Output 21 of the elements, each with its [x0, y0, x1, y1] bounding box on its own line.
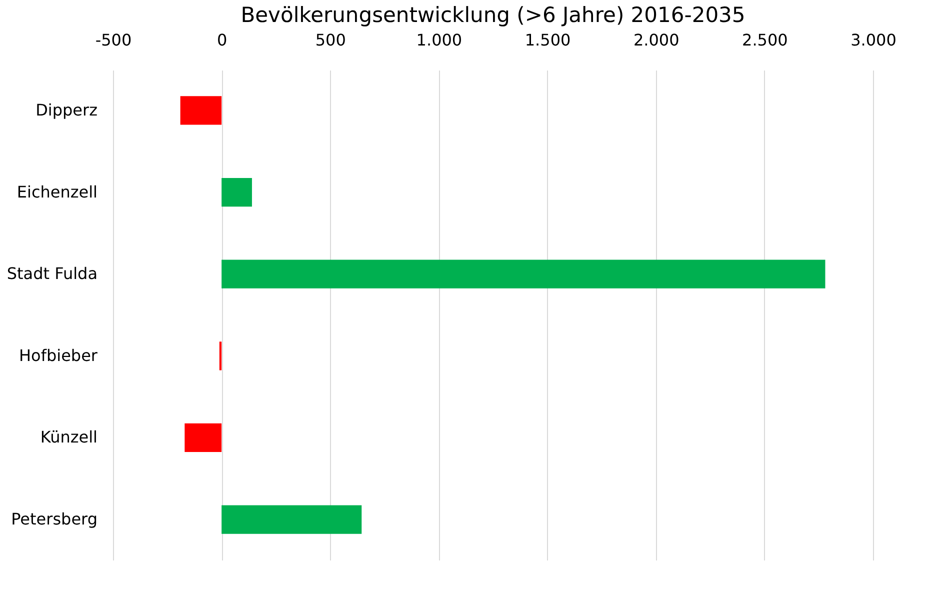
x-tick-label: 1.500 [524, 30, 571, 50]
bar [180, 96, 222, 125]
chart-title: Bevölkerungsentwicklung (>6 Jahre) 2016-2035 [240, 3, 746, 27]
y-tick-label: Hofbieber [19, 346, 98, 365]
y-tick-label: Stadt Fulda [6, 264, 98, 284]
bar [222, 260, 826, 288]
x-tick-label: 2.000 [633, 30, 680, 50]
x-tick-label: 0 [216, 30, 228, 50]
x-tick-label: 3.000 [850, 30, 896, 50]
y-tick-label: Eichenzell [16, 182, 98, 202]
y-tick-label: Petersberg [11, 510, 98, 529]
bar [219, 342, 222, 370]
bar [184, 423, 222, 452]
y-tick-label: Dipperz [36, 100, 98, 120]
x-tick-label: 1.000 [416, 30, 462, 50]
x-tick-label: -500 [95, 30, 132, 50]
y-tick-label: Künzell [40, 428, 98, 447]
bar [222, 505, 362, 534]
x-tick-label: 500 [315, 30, 346, 50]
x-tick-label: 2.500 [742, 30, 788, 50]
bar [222, 178, 252, 207]
